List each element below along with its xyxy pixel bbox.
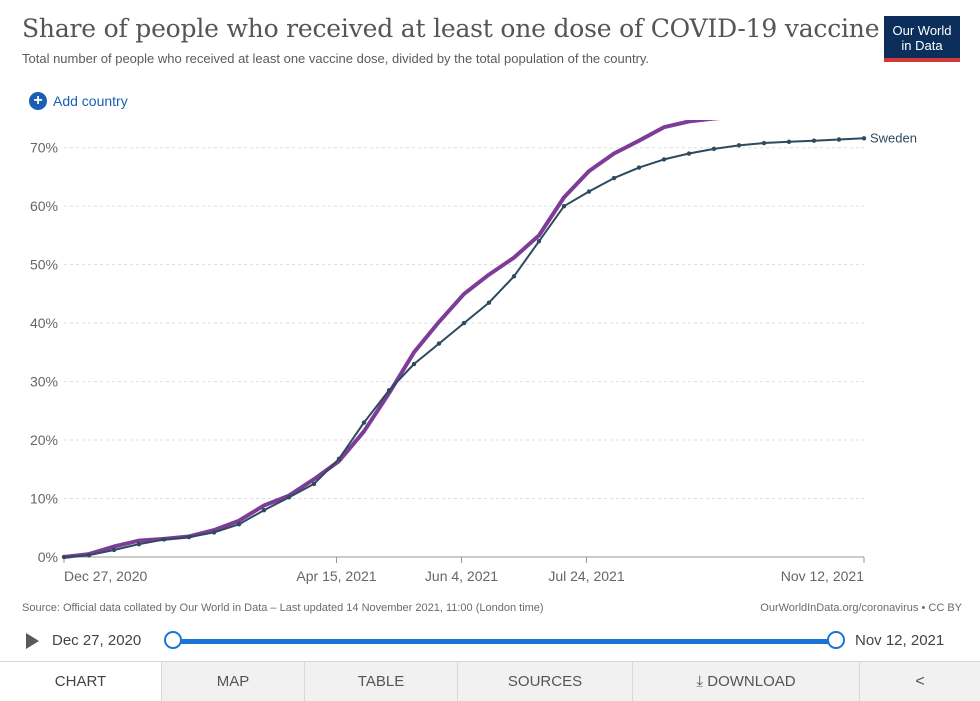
sweden-point: [86, 553, 92, 558]
x-tick-label: Jun 4, 2021: [425, 568, 498, 584]
sweden-point: [136, 541, 142, 547]
line-chart: 0% 10% 20% 30% 40% 50% 60% 70% Dec 27, 2020 Apr 1…: [30, 120, 917, 584]
tab-map[interactable]: MAP: [162, 662, 305, 701]
sweden-point: [336, 456, 342, 461]
sweden-point: [61, 554, 67, 560]
tab-sources[interactable]: SOURCES: [458, 662, 633, 701]
sweden-point: [661, 157, 667, 162]
series-line-sweden: [63, 137, 865, 558]
x-tick-label: Jul 24, 2021: [548, 568, 624, 584]
sweden-point: [411, 361, 417, 367]
sweden-point: [286, 495, 292, 500]
sweden-point: [586, 189, 592, 194]
y-tick-label: 30%: [30, 374, 58, 390]
y-tick-label: 20%: [30, 432, 58, 448]
add-country-button[interactable]: + Add country: [29, 90, 128, 112]
sweden-point: [611, 175, 617, 181]
x-tick-label: Nov 12, 2021: [781, 568, 864, 584]
sweden-point: [536, 239, 542, 244]
download-icon: ⤓: [696, 673, 704, 690]
credit-link[interactable]: OurWorldInData.org/coronavirus • CC BY: [760, 602, 962, 614]
sweden-point: [861, 136, 867, 141]
logo-line-1: Our World: [892, 23, 952, 38]
source-note: Source: Official data collated by Our Wo…: [22, 602, 544, 614]
chart-subtitle: Total number of people who received at l…: [22, 51, 650, 66]
sweden-point: [436, 341, 442, 346]
timeline-end-label: Nov 12, 2021: [855, 632, 945, 649]
tab-chart[interactable]: CHART: [0, 662, 162, 701]
sweden-point: [711, 146, 717, 152]
x-tick-label: Apr 15, 2021: [296, 568, 376, 584]
owid-logo[interactable]: Our World in Data: [884, 16, 960, 62]
tab-bar: CHART MAP TABLE SOURCES ⤓ DOWNLOAD <: [0, 661, 980, 701]
y-tick-label: 40%: [30, 315, 58, 331]
sweden-point: [361, 420, 367, 425]
sweden-point: [836, 137, 842, 142]
series-label-sweden: Sweden: [870, 130, 917, 145]
tab-download[interactable]: ⤓ DOWNLOAD: [633, 662, 860, 701]
timeline-end-handle[interactable]: [827, 631, 845, 649]
sweden-point: [211, 530, 217, 535]
add-country-label: Add country: [53, 93, 128, 109]
sweden-point: [261, 508, 267, 513]
timeline: Dec 27, 2020 Nov 12, 2021: [0, 625, 980, 660]
y-tick-label: 70%: [30, 140, 58, 156]
sweden-point: [236, 522, 242, 527]
sweden-point: [511, 274, 517, 279]
play-icon[interactable]: [26, 633, 39, 649]
series-line-ireland: [62, 120, 722, 559]
y-tick-label: 60%: [30, 198, 58, 214]
y-tick-label: 10%: [30, 491, 58, 507]
sweden-point: [636, 165, 642, 170]
plus-circle-icon: +: [29, 92, 47, 110]
sweden-point: [786, 139, 792, 145]
x-tick-label: Dec 27, 2020: [64, 568, 147, 584]
sweden-point: [811, 138, 817, 143]
tab-table[interactable]: TABLE: [305, 662, 458, 701]
sweden-point: [311, 481, 317, 487]
sweden-point: [486, 300, 492, 305]
sweden-point: [736, 143, 742, 148]
timeline-track[interactable]: [172, 639, 836, 644]
sweden-point: [386, 388, 392, 393]
y-tick-label: 0%: [38, 549, 58, 565]
y-tick-label: 50%: [30, 257, 58, 273]
sweden-point: [186, 534, 192, 540]
share-icon: <: [915, 673, 925, 690]
download-label: DOWNLOAD: [707, 673, 796, 690]
logo-line-2: in Data: [901, 38, 943, 53]
sweden-point: [761, 140, 767, 146]
timeline-start-label: Dec 27, 2020: [52, 632, 142, 649]
sweden-point: [686, 151, 692, 156]
share-button[interactable]: <: [860, 662, 980, 701]
sweden-point: [111, 547, 117, 553]
sweden-point: [161, 537, 167, 542]
sweden-point: [561, 203, 567, 209]
chart-title: Share of people who received at least on…: [22, 14, 880, 43]
sweden-point: [461, 320, 467, 326]
timeline-start-handle[interactable]: [164, 631, 182, 649]
